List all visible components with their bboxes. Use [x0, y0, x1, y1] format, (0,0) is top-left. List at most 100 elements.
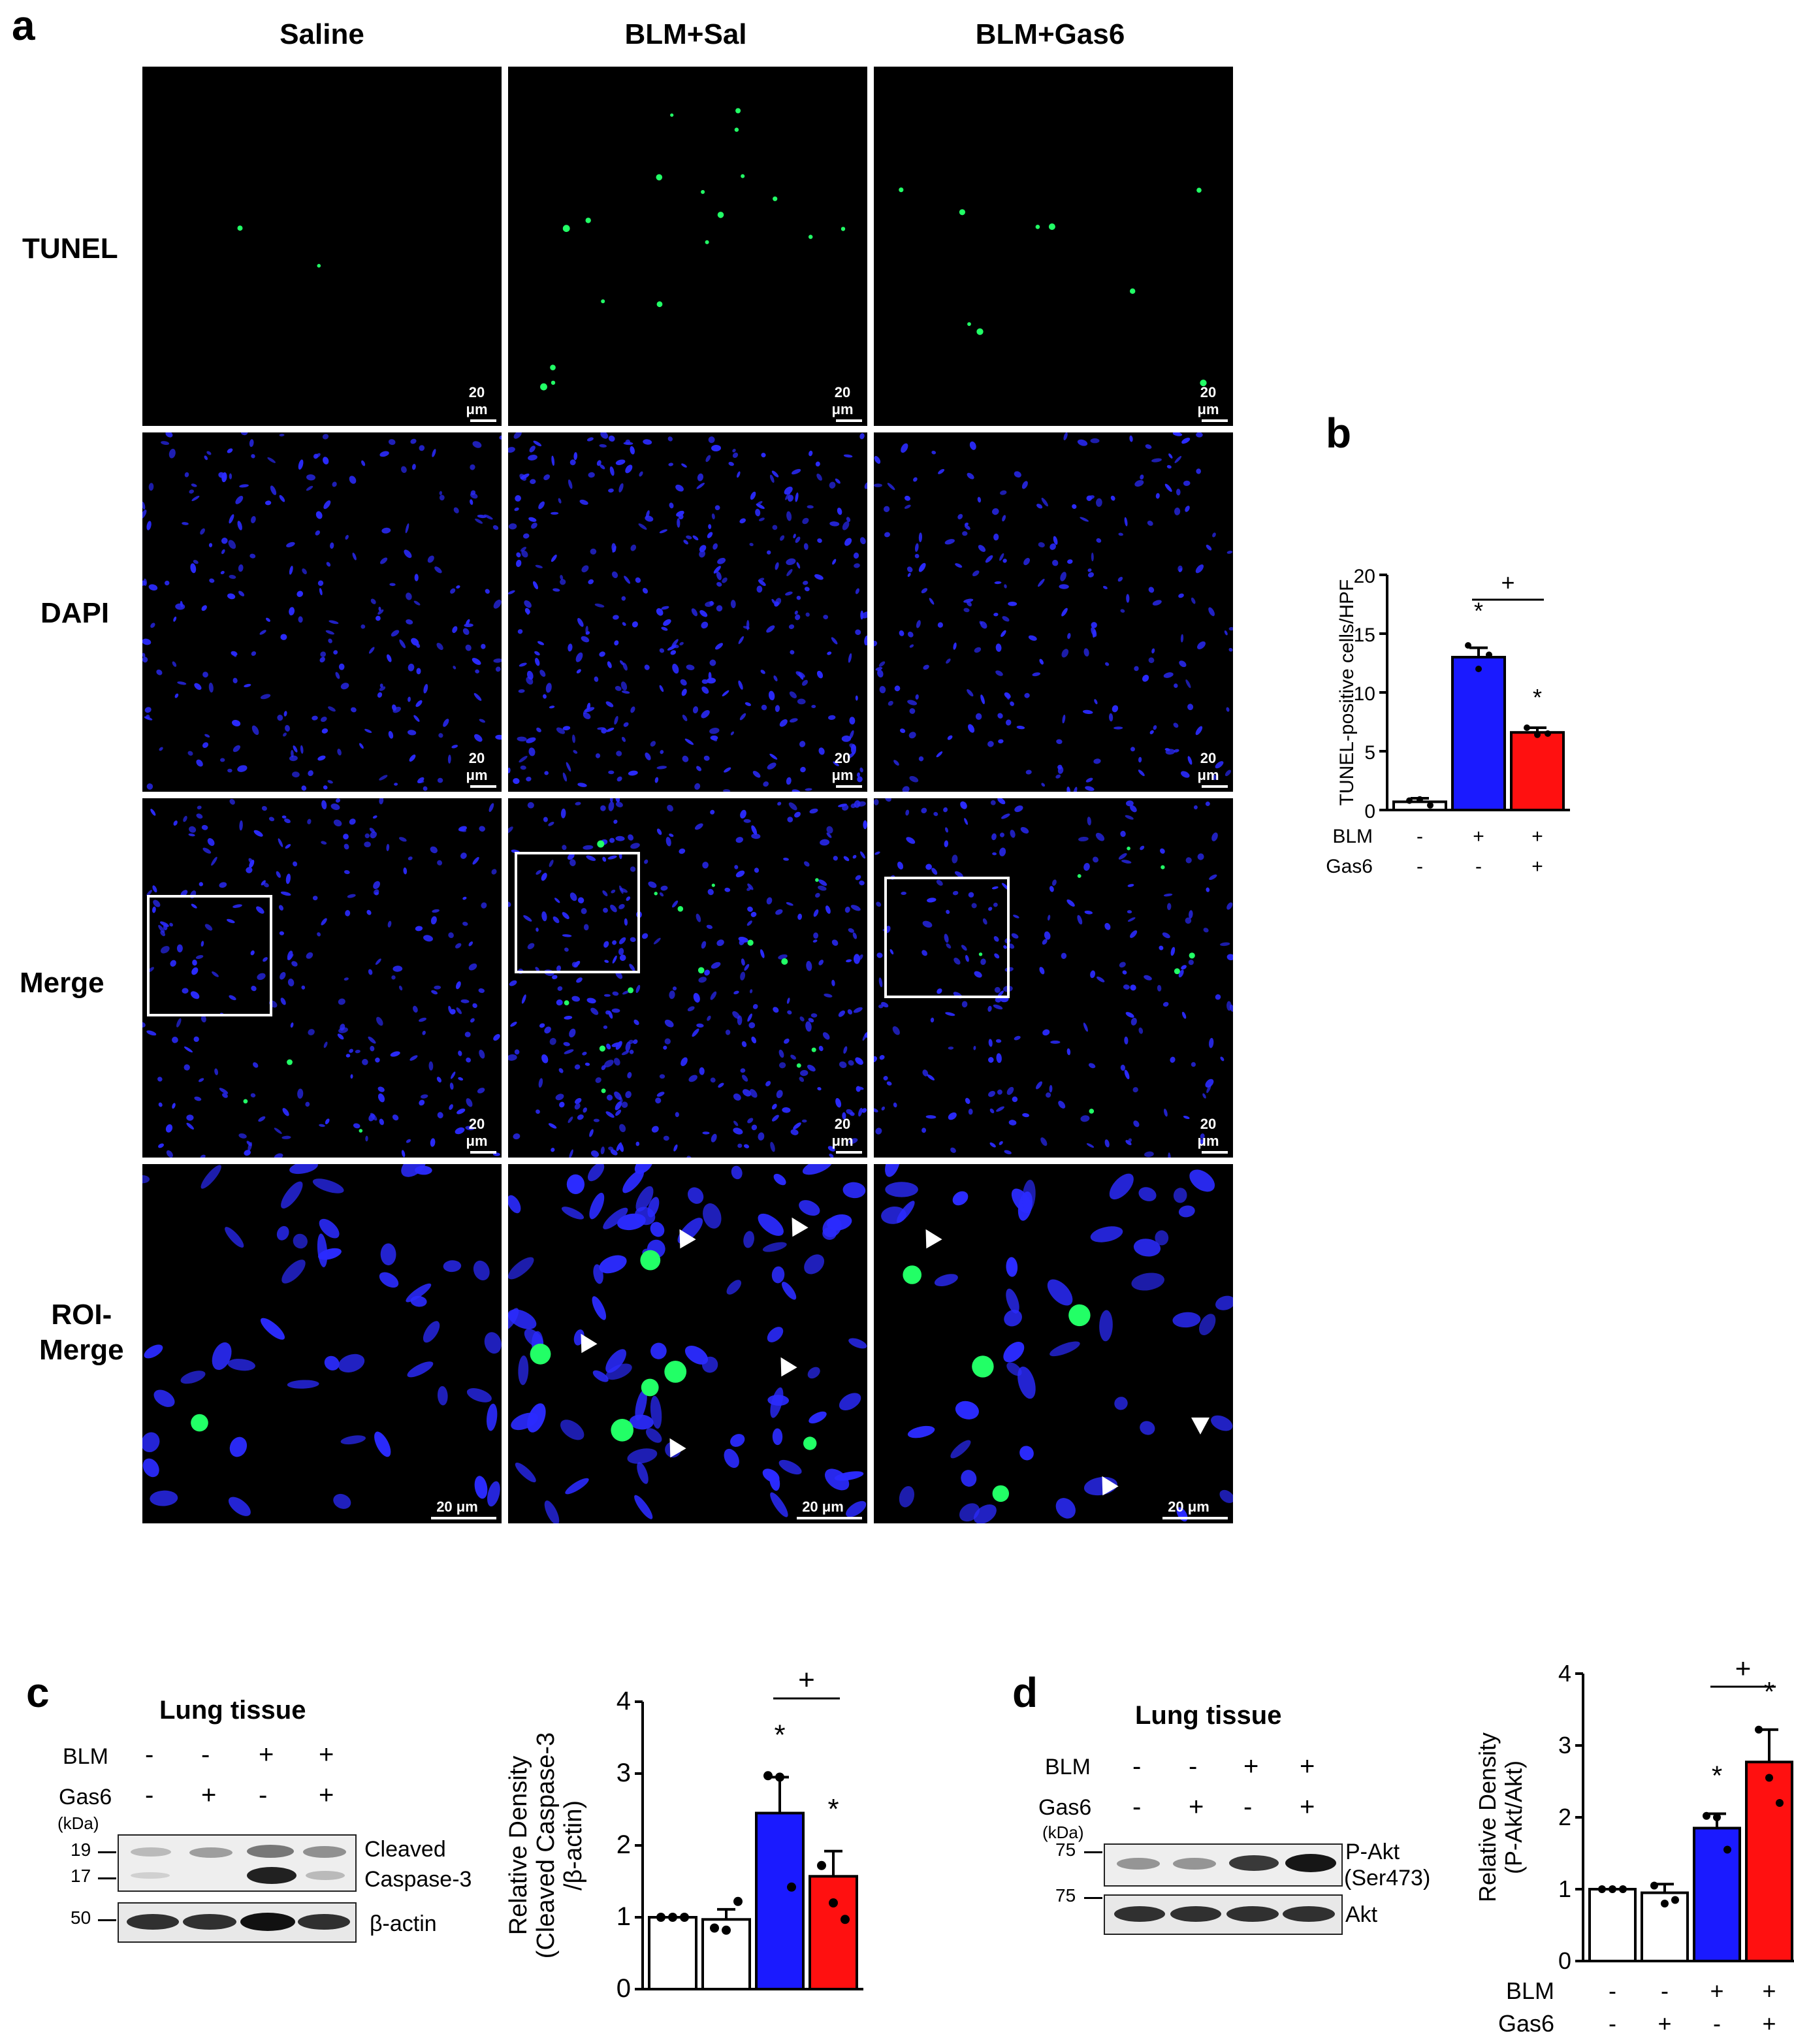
data-point	[1713, 1813, 1721, 1821]
dapi-nucleus	[519, 755, 528, 763]
dapi-nucleus	[1055, 774, 1061, 779]
dapi-nucleus	[948, 1112, 957, 1120]
dapi-nucleus	[1228, 647, 1233, 652]
dapi-nucleus	[184, 1046, 193, 1053]
dapi-nucleus	[831, 939, 839, 946]
dapi-nucleus	[407, 730, 417, 736]
dapi-nucleus	[656, 766, 667, 770]
dapi-nucleus	[221, 472, 227, 483]
sign-value: -	[1609, 2010, 1616, 2037]
dapi-nucleus	[142, 1432, 160, 1453]
dapi-nucleus	[846, 959, 852, 963]
panel-c-tick-17	[98, 1877, 116, 1879]
dapi-nucleus	[434, 566, 442, 574]
dapi-nucleus	[899, 1485, 915, 1508]
data-point	[1609, 1885, 1616, 1893]
y-tick-label: 4	[1558, 1660, 1571, 1687]
dapi-nucleus	[368, 1114, 376, 1122]
bar-blm-gas6	[1510, 731, 1565, 812]
dapi-nucleus	[184, 1064, 190, 1071]
dapi-nucleus	[775, 909, 783, 915]
dapi-nucleus	[684, 738, 694, 745]
data-point	[1545, 730, 1551, 737]
dapi-nucleus	[533, 440, 542, 447]
dapi-nucleus	[321, 918, 327, 926]
dapi-nucleus	[263, 883, 269, 888]
dapi-nucleus	[1181, 1011, 1187, 1019]
dapi-nucleus	[548, 822, 554, 826]
dapi-nucleus	[677, 518, 681, 528]
dapi-nucleus	[826, 826, 833, 834]
dapi-nucleus	[484, 514, 493, 520]
dapi-nucleus	[564, 947, 569, 952]
band-actin-lane4	[298, 1914, 350, 1930]
dapi-nucleus	[1197, 641, 1206, 649]
dapi-nucleus	[922, 1069, 929, 1077]
tunel-positive-cell	[1161, 865, 1165, 869]
dapi-nucleus	[191, 967, 199, 975]
dapi-nucleus	[1170, 947, 1176, 956]
dapi-nucleus	[200, 941, 204, 947]
dapi-nucleus	[219, 882, 227, 888]
dapi-nucleus	[239, 484, 249, 488]
dapi-nucleus	[944, 933, 949, 943]
tunel-positive-cell	[1174, 968, 1180, 975]
dapi-nucleus	[975, 713, 982, 720]
dapi-nucleus	[256, 906, 264, 914]
dapi-nucleus	[278, 905, 284, 911]
dapi-nucleus	[620, 681, 628, 690]
dapi-nucleus	[251, 651, 257, 657]
dapi-nucleus	[996, 1053, 1002, 1063]
dapi-nucleus	[1189, 1169, 1215, 1192]
panel-c-band-label-cleaved: Cleaved	[364, 1837, 446, 1862]
dapi-nucleus	[1125, 815, 1134, 820]
scale-bar-label: 20 μm	[436, 1499, 478, 1515]
dapi-nucleus	[710, 991, 717, 1000]
dapi-nucleus	[1163, 672, 1174, 678]
dapi-nucleus	[392, 1114, 399, 1121]
dapi-nucleus	[1090, 970, 1096, 979]
dapi-nucleus	[1011, 933, 1019, 939]
dapi-nucleus	[1124, 517, 1128, 527]
dapi-nucleus	[635, 577, 641, 583]
dapi-nucleus	[669, 990, 675, 999]
dapi-nucleus	[688, 1075, 697, 1082]
dapi-nucleus	[520, 765, 526, 770]
data-point	[722, 1925, 731, 1935]
dapi-nucleus	[437, 860, 443, 866]
panel-c-tick-50	[98, 1919, 116, 1921]
dapi-nucleus	[952, 1191, 969, 1206]
tunel-positive-cell	[677, 906, 684, 912]
dapi-nucleus	[430, 916, 437, 925]
dapi-nucleus	[436, 1077, 441, 1083]
dapi-nucleus	[460, 852, 467, 859]
dapi-nucleus	[656, 608, 664, 616]
dapi-nucleus	[796, 562, 801, 569]
dapi-nucleus	[770, 1492, 788, 1517]
dapi-nucleus	[281, 815, 287, 819]
dapi-nucleus	[795, 492, 799, 502]
sign-0-0: -	[145, 1740, 154, 1769]
dapi-nucleus	[634, 1164, 653, 1174]
dapi-nucleus	[900, 728, 906, 734]
dapi-nucleus	[1219, 1489, 1233, 1503]
dapi-nucleus	[370, 831, 377, 839]
dapi-nucleus	[541, 911, 547, 922]
dapi-nucleus	[571, 734, 576, 743]
dapi-nucleus	[603, 994, 611, 997]
dapi-nucleus	[419, 445, 425, 451]
dapi-nucleus	[669, 833, 674, 837]
dapi-nucleus	[560, 575, 564, 580]
tunel-positive-cell	[811, 1047, 816, 1052]
dapi-nucleus	[760, 949, 765, 958]
dapi-nucleus	[756, 503, 765, 510]
dapi-nucleus	[605, 701, 614, 707]
dapi-nucleus	[599, 651, 605, 657]
dapi-nucleus	[1090, 438, 1100, 444]
dapi-nucleus	[829, 521, 840, 527]
dapi-nucleus	[672, 986, 677, 991]
dapi-nucleus	[844, 906, 850, 913]
dapi-nucleus	[464, 1031, 471, 1037]
dapi-nucleus	[901, 891, 906, 896]
dapi-nucleus	[1092, 856, 1099, 863]
